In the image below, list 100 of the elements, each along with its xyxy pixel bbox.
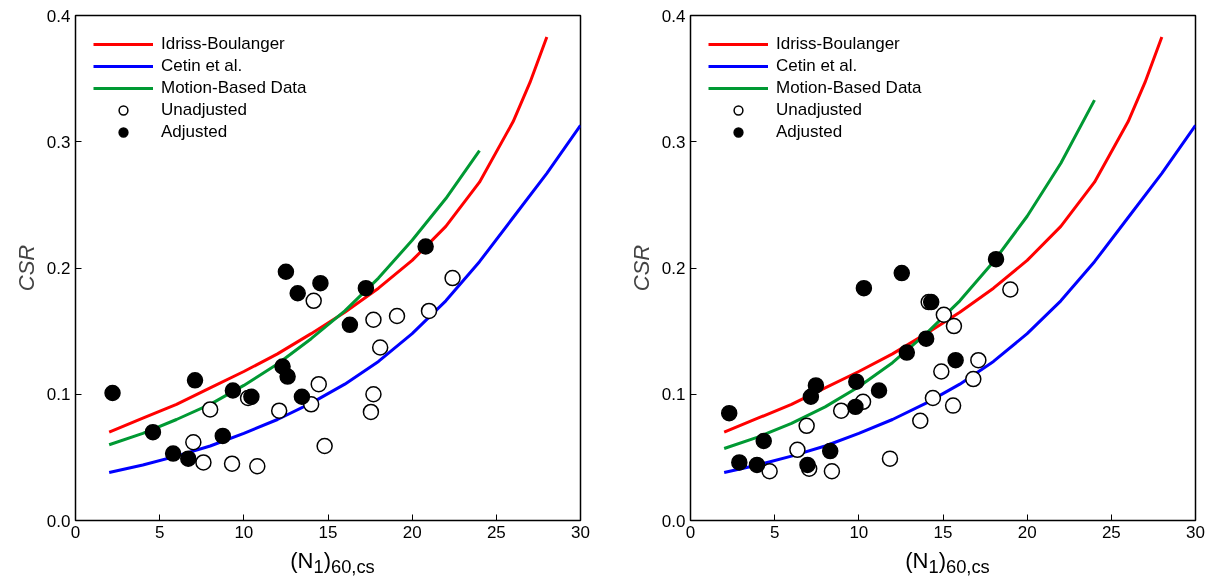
point [912,412,929,429]
point [310,375,327,393]
x-tick-label: 25 [486,522,506,542]
y-tick-label: 0.0 [46,511,71,531]
line-series [107,123,581,475]
line-series [107,149,481,447]
point [748,456,766,474]
x-tick-label: 10 [234,522,254,542]
point [898,344,916,361]
point [755,432,772,450]
y-tick-label: 0.3 [661,132,686,152]
point [214,427,232,445]
point [279,368,296,385]
point [761,463,778,480]
point [789,441,806,459]
point [823,463,841,480]
x-tick-label: 30 [1186,522,1205,542]
line-series [107,35,549,434]
x-tick-label: 20 [1017,522,1037,542]
point [185,433,202,451]
point [947,351,964,369]
point [944,397,962,414]
point [223,455,241,472]
point [933,363,950,380]
legend-label: Motion-Based Data [776,77,922,99]
point [289,285,306,302]
y-tick-label: 0.0 [661,511,686,531]
x-tick-label: 5 [154,522,165,542]
point [935,306,953,323]
point [243,388,260,406]
point [164,445,182,462]
point [945,317,963,335]
point [201,401,219,418]
point [195,454,212,471]
y-tick-label: 0.4 [46,6,71,26]
point [1002,281,1019,298]
point [924,389,942,407]
x-tick-label: 5 [769,522,780,542]
legend-label: Idriss-Boulanger [161,33,285,55]
point [855,279,873,297]
point [881,450,899,467]
point [305,292,322,310]
point [798,417,815,435]
point [357,279,375,297]
point [821,442,839,460]
legend-label: Cetin et al. [776,55,858,77]
point [799,456,816,474]
point [807,377,825,394]
point [312,274,329,292]
x-tick-label: 15 [933,522,953,542]
point [420,302,438,320]
y-tick-label: 0.3 [46,132,71,152]
legend-label: Adjusted [161,121,228,143]
x-tick-label: 10 [849,522,869,542]
y-axis-title: CSR [13,244,39,292]
point [417,238,434,255]
legend-label: Unadjusted [776,99,863,121]
point [731,454,748,471]
x-tick-label: 15 [318,522,338,542]
y-tick-label: 0.1 [661,385,686,405]
x-tick-label: 0 [685,522,696,542]
point [104,384,121,402]
point [144,423,162,441]
legend-label: Idriss-Boulanger [776,33,900,55]
y-tick-label: 0.1 [46,385,71,405]
x-axis-title: (N$_{1}$)$_{60,cs}$ [904,547,991,580]
legend-label: Adjusted [776,121,843,143]
point [832,402,850,419]
x-tick-label: 20 [402,522,422,542]
point [847,398,864,416]
point [270,402,288,419]
point [870,382,888,399]
point [277,263,295,281]
point [224,382,242,399]
point [893,264,911,282]
point [341,316,359,334]
y-tick-label: 0.2 [661,259,686,278]
x-tick-label: 25 [1101,522,1121,542]
line-series [722,35,1164,434]
point [365,386,382,403]
legend-label: Cetin et al. [161,55,243,77]
point [293,388,311,406]
legend-label: Unadjusted [161,99,248,121]
point [316,437,333,455]
y-axis-title: CSR [628,244,654,292]
x-axis-title: (N$_{1}$)$_{60,cs}$ [289,547,376,580]
point [720,404,738,422]
point [371,339,389,356]
point [180,450,197,467]
point [917,330,935,347]
point [249,457,266,475]
point [365,311,382,328]
point [970,351,987,369]
legend-label: Motion-Based Data [161,77,307,99]
point [965,370,982,388]
y-tick-label: 0.4 [661,6,686,26]
point [186,372,204,389]
x-tick-label: 0 [70,522,81,542]
point [362,403,380,421]
line-series [722,98,1096,451]
